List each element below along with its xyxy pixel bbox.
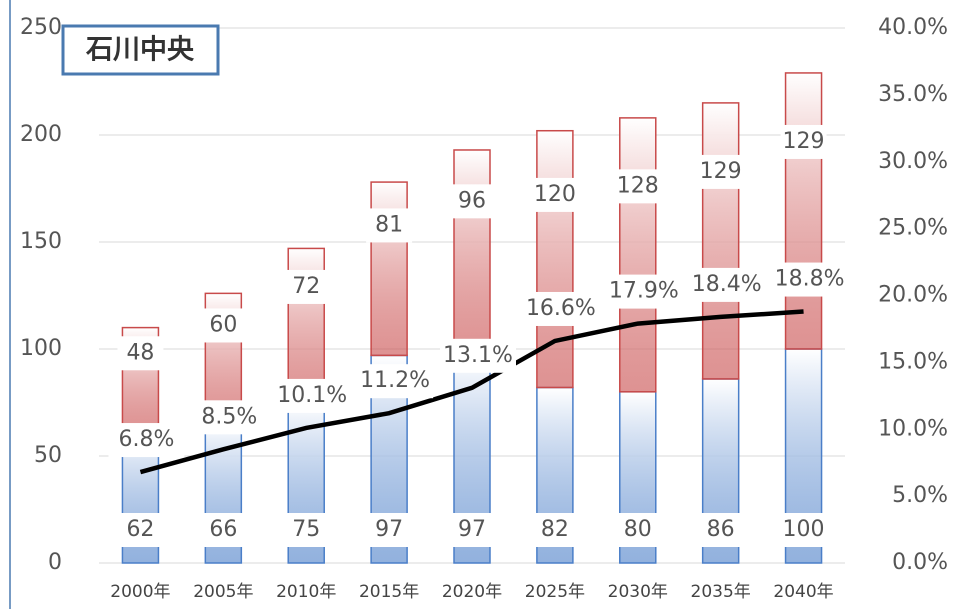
bar (370, 181, 408, 357)
data-label: 16.6% (526, 296, 596, 321)
data-label: 97 (458, 517, 486, 542)
chart-title: 石川中央 (85, 35, 195, 66)
data-label: 18.4% (692, 272, 762, 297)
data-label-box (614, 169, 661, 204)
x-tick-label: 2025年 (525, 582, 585, 602)
y2-tick-label: 20.0% (878, 283, 948, 308)
data-label: 8.5% (201, 404, 257, 429)
data-label-box (697, 154, 744, 189)
x-tick-label: 2035年 (691, 582, 751, 602)
data-label: 120 (534, 182, 576, 207)
y2-tick-label: 30.0% (878, 149, 948, 174)
data-label: 97 (375, 517, 403, 542)
x-tick-label: 2015年 (359, 582, 419, 602)
data-label: 60 (209, 312, 237, 337)
data-label-box (117, 513, 164, 547)
data-label: 80 (624, 517, 652, 542)
y2-tick-label: 10.0% (878, 416, 948, 441)
data-label-box (191, 400, 268, 435)
y-tick-label: 0 (48, 550, 62, 575)
bar (536, 129, 574, 389)
data-label: 72 (292, 274, 320, 299)
x-tick-label: 2040年 (773, 582, 833, 602)
data-label: 82 (541, 517, 569, 542)
data-label: 96 (458, 188, 486, 213)
bar (784, 72, 823, 350)
data-label: 18.8% (775, 267, 845, 292)
y2-tick-label: 15.0% (878, 349, 948, 374)
data-label-box (357, 364, 434, 399)
data-label: 66 (209, 517, 237, 542)
data-label-box (283, 269, 330, 304)
x-tick-label: 2030年 (608, 582, 668, 602)
data-label-box (274, 378, 351, 413)
y2-tick-label: 40.0% (878, 15, 948, 40)
data-label-box (688, 267, 765, 302)
data-label-box (449, 513, 495, 547)
data-label: 81 (375, 212, 403, 237)
data-label-box (771, 262, 848, 297)
data-label-box (605, 274, 682, 309)
bar (619, 117, 657, 393)
x-tick-label: 2005年 (193, 582, 253, 602)
title-box (61, 24, 220, 76)
x-tick-label: 2000年 (110, 582, 170, 602)
data-label-box (531, 513, 578, 547)
data-label: 48 (126, 340, 154, 365)
y2-tick-label: 25.0% (878, 216, 948, 241)
data-label: 86 (707, 517, 735, 542)
data-label-box (366, 513, 413, 547)
data-label-box (108, 423, 185, 458)
data-label: 129 (700, 159, 742, 184)
data-label-box (522, 291, 599, 326)
y-tick-label: 100 (20, 336, 62, 361)
data-label-box (366, 208, 413, 243)
y2-tick-label: 35.0% (878, 82, 948, 107)
y2-tick-label: 5.0% (892, 483, 948, 508)
data-label: 10.1% (277, 383, 347, 408)
data-label: 6.8% (118, 427, 174, 452)
data-label-box (283, 513, 330, 547)
y-tick-label: 50 (34, 443, 62, 468)
bar (453, 149, 491, 357)
data-label: 17.9% (609, 279, 679, 304)
data-label-box (440, 338, 516, 373)
y2-tick-label: 0.0% (892, 550, 948, 575)
y-tick-label: 200 (20, 122, 62, 147)
data-label-box (117, 336, 164, 371)
data-label-box (614, 513, 661, 547)
data-label: 13.1% (443, 343, 513, 368)
x-tick-label: 2010年 (276, 582, 336, 602)
data-label: 100 (783, 517, 825, 542)
x-tick-label: 2020年 (442, 582, 502, 602)
y-tick-label: 250 (20, 15, 62, 40)
data-label: 11.2% (360, 368, 430, 393)
line (139, 309, 804, 475)
data-label: 62 (126, 517, 154, 542)
data-label-box (780, 513, 827, 547)
y-tick-label: 150 (20, 229, 62, 254)
data-label-box (780, 124, 827, 159)
data-label-box (531, 177, 578, 212)
bar (701, 102, 740, 380)
data-label-box (200, 308, 247, 343)
data-label: 75 (292, 517, 320, 542)
data-label-box (200, 513, 247, 547)
data-label-box (697, 513, 744, 547)
data-label: 129 (783, 129, 825, 154)
data-label-box (449, 184, 495, 219)
data-label: 128 (617, 173, 659, 198)
